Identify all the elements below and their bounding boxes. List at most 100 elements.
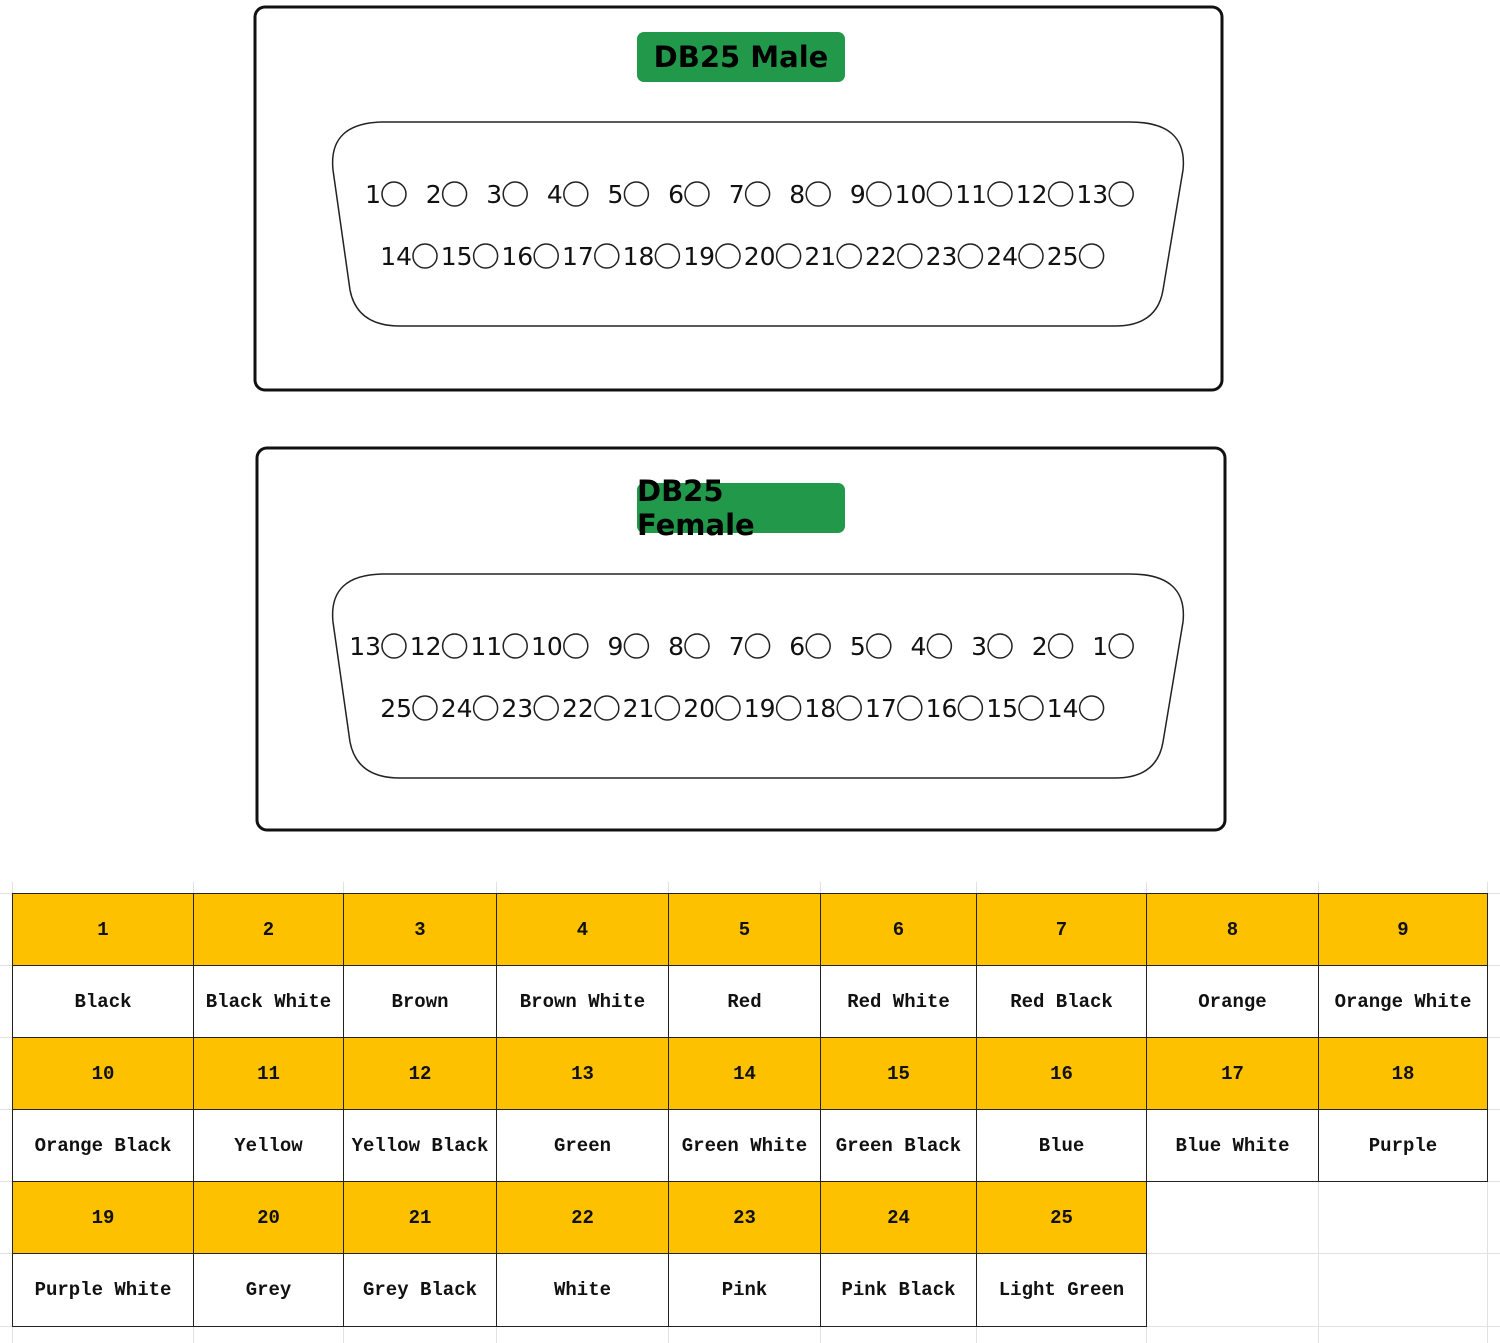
wire-color-cell: Red White	[820, 965, 977, 1038]
pin-label: 20	[683, 694, 715, 723]
pin-label: 5	[850, 632, 866, 661]
wire-color-cell: Yellow Black	[343, 1109, 497, 1182]
wire-color-cell: Orange White	[1318, 965, 1488, 1038]
pin-number-cell: 24	[820, 1181, 977, 1254]
pin-label: 19	[683, 242, 715, 271]
pin-hole	[1047, 633, 1074, 659]
pin-number-cell: 13	[496, 1037, 669, 1110]
wire-color-cell: Blue White	[1146, 1109, 1319, 1182]
pin-number-cell: 7	[976, 893, 1147, 966]
pin-hole	[381, 181, 407, 207]
pin-hole	[533, 243, 559, 269]
pin-hole	[1018, 695, 1044, 721]
pin-hole	[1108, 181, 1134, 207]
pin-label: 25	[1047, 242, 1079, 271]
pin-number-cell: 20	[193, 1181, 344, 1254]
pin-hole	[805, 181, 831, 207]
pin-label: 20	[744, 242, 776, 271]
pin-hole	[472, 243, 499, 269]
pin-hole	[957, 243, 984, 269]
pin-hole	[866, 633, 892, 659]
pin-label: 19	[744, 694, 776, 723]
pin-hole	[1078, 243, 1105, 269]
pin-hole	[926, 633, 953, 659]
pin-hole	[594, 243, 620, 269]
pin-hole	[412, 695, 438, 721]
pin-hole	[684, 633, 710, 659]
pin-label: 13	[349, 632, 381, 661]
pin-number-cell: 1	[12, 893, 194, 966]
pin-label: 9	[850, 180, 866, 209]
pin-label: 8	[668, 632, 684, 661]
pin-hole	[1078, 695, 1105, 721]
pin-label: 3	[486, 180, 502, 209]
wire-color-cell: Blue	[976, 1109, 1147, 1182]
pin-label: 4	[547, 180, 563, 209]
pin-hole	[926, 181, 953, 207]
pin-label: 6	[668, 180, 684, 209]
pin-label: 1	[1092, 632, 1108, 661]
pin-hole	[533, 695, 559, 721]
female-title-badge: DB25 Female	[637, 474, 845, 542]
pin-number-cell: 21	[343, 1181, 497, 1254]
pin-number-cell: 8	[1146, 893, 1319, 966]
pin-number-cell: 11	[193, 1037, 344, 1110]
pin-label: 25	[380, 694, 412, 723]
pin-number-cell: 22	[496, 1181, 669, 1254]
pin-label: 11	[955, 180, 987, 209]
pin-label: 14	[1047, 694, 1079, 723]
wire-color-cell: Red	[668, 965, 821, 1038]
pin-label: 24	[441, 694, 473, 723]
wire-color-cell: Grey Black	[343, 1253, 497, 1327]
pin-label: 3	[971, 632, 987, 661]
male-connector-shell	[331, 121, 1185, 327]
wire-color-cell: Grey	[193, 1253, 344, 1327]
wire-color-cell: Yellow	[193, 1109, 344, 1182]
pin-label: 22	[562, 694, 594, 723]
pin-hole	[715, 243, 741, 269]
pin-hole	[502, 181, 528, 207]
pin-label: 11	[470, 632, 502, 661]
wire-color-cell: Black White	[193, 965, 344, 1038]
pin-number-cell: 15	[820, 1037, 977, 1110]
pin-label: 4	[910, 632, 926, 661]
pin-label: 17	[865, 694, 897, 723]
pin-label: 7	[729, 180, 745, 209]
pin-label: 6	[789, 632, 805, 661]
pin-hole	[1047, 181, 1074, 207]
pin-number-cell: 3	[343, 893, 497, 966]
pin-number-cell: 19	[12, 1181, 194, 1254]
female-connector-shell	[331, 573, 1185, 779]
pin-hole	[441, 633, 468, 659]
pin-hole	[381, 633, 407, 659]
pin-label: 5	[607, 180, 623, 209]
wire-color-cell: Black	[12, 965, 194, 1038]
pin-hole	[987, 633, 1013, 659]
wire-color-cell: Pink Black	[820, 1253, 977, 1327]
pin-hole	[472, 695, 499, 721]
pin-hole	[594, 695, 620, 721]
pin-label: 1	[365, 180, 381, 209]
pin-label: 23	[501, 694, 533, 723]
pin-label: 17	[562, 242, 594, 271]
pin-hole	[744, 181, 771, 207]
pin-number-cell: 25	[976, 1181, 1147, 1254]
pin-label: 16	[926, 694, 958, 723]
pin-number-cell: 4	[496, 893, 669, 966]
pin-label: 18	[804, 694, 836, 723]
pin-label: 16	[501, 242, 533, 271]
pin-number-cell: 6	[820, 893, 977, 966]
male-title-badge: DB25 Male	[637, 32, 845, 82]
pin-hole	[775, 243, 802, 269]
wire-color-cell: Orange	[1146, 965, 1319, 1038]
pin-hole	[836, 695, 862, 721]
wire-color-cell: Purple	[1318, 1109, 1488, 1182]
pin-label: 12	[410, 632, 442, 661]
pin-hole	[502, 633, 528, 659]
pin-number-cell: 10	[12, 1037, 194, 1110]
pin-hole	[654, 695, 681, 721]
pin-label: 10	[531, 632, 563, 661]
pin-hole	[866, 181, 892, 207]
pin-number-cell: 2	[193, 893, 344, 966]
pin-hole	[684, 181, 710, 207]
